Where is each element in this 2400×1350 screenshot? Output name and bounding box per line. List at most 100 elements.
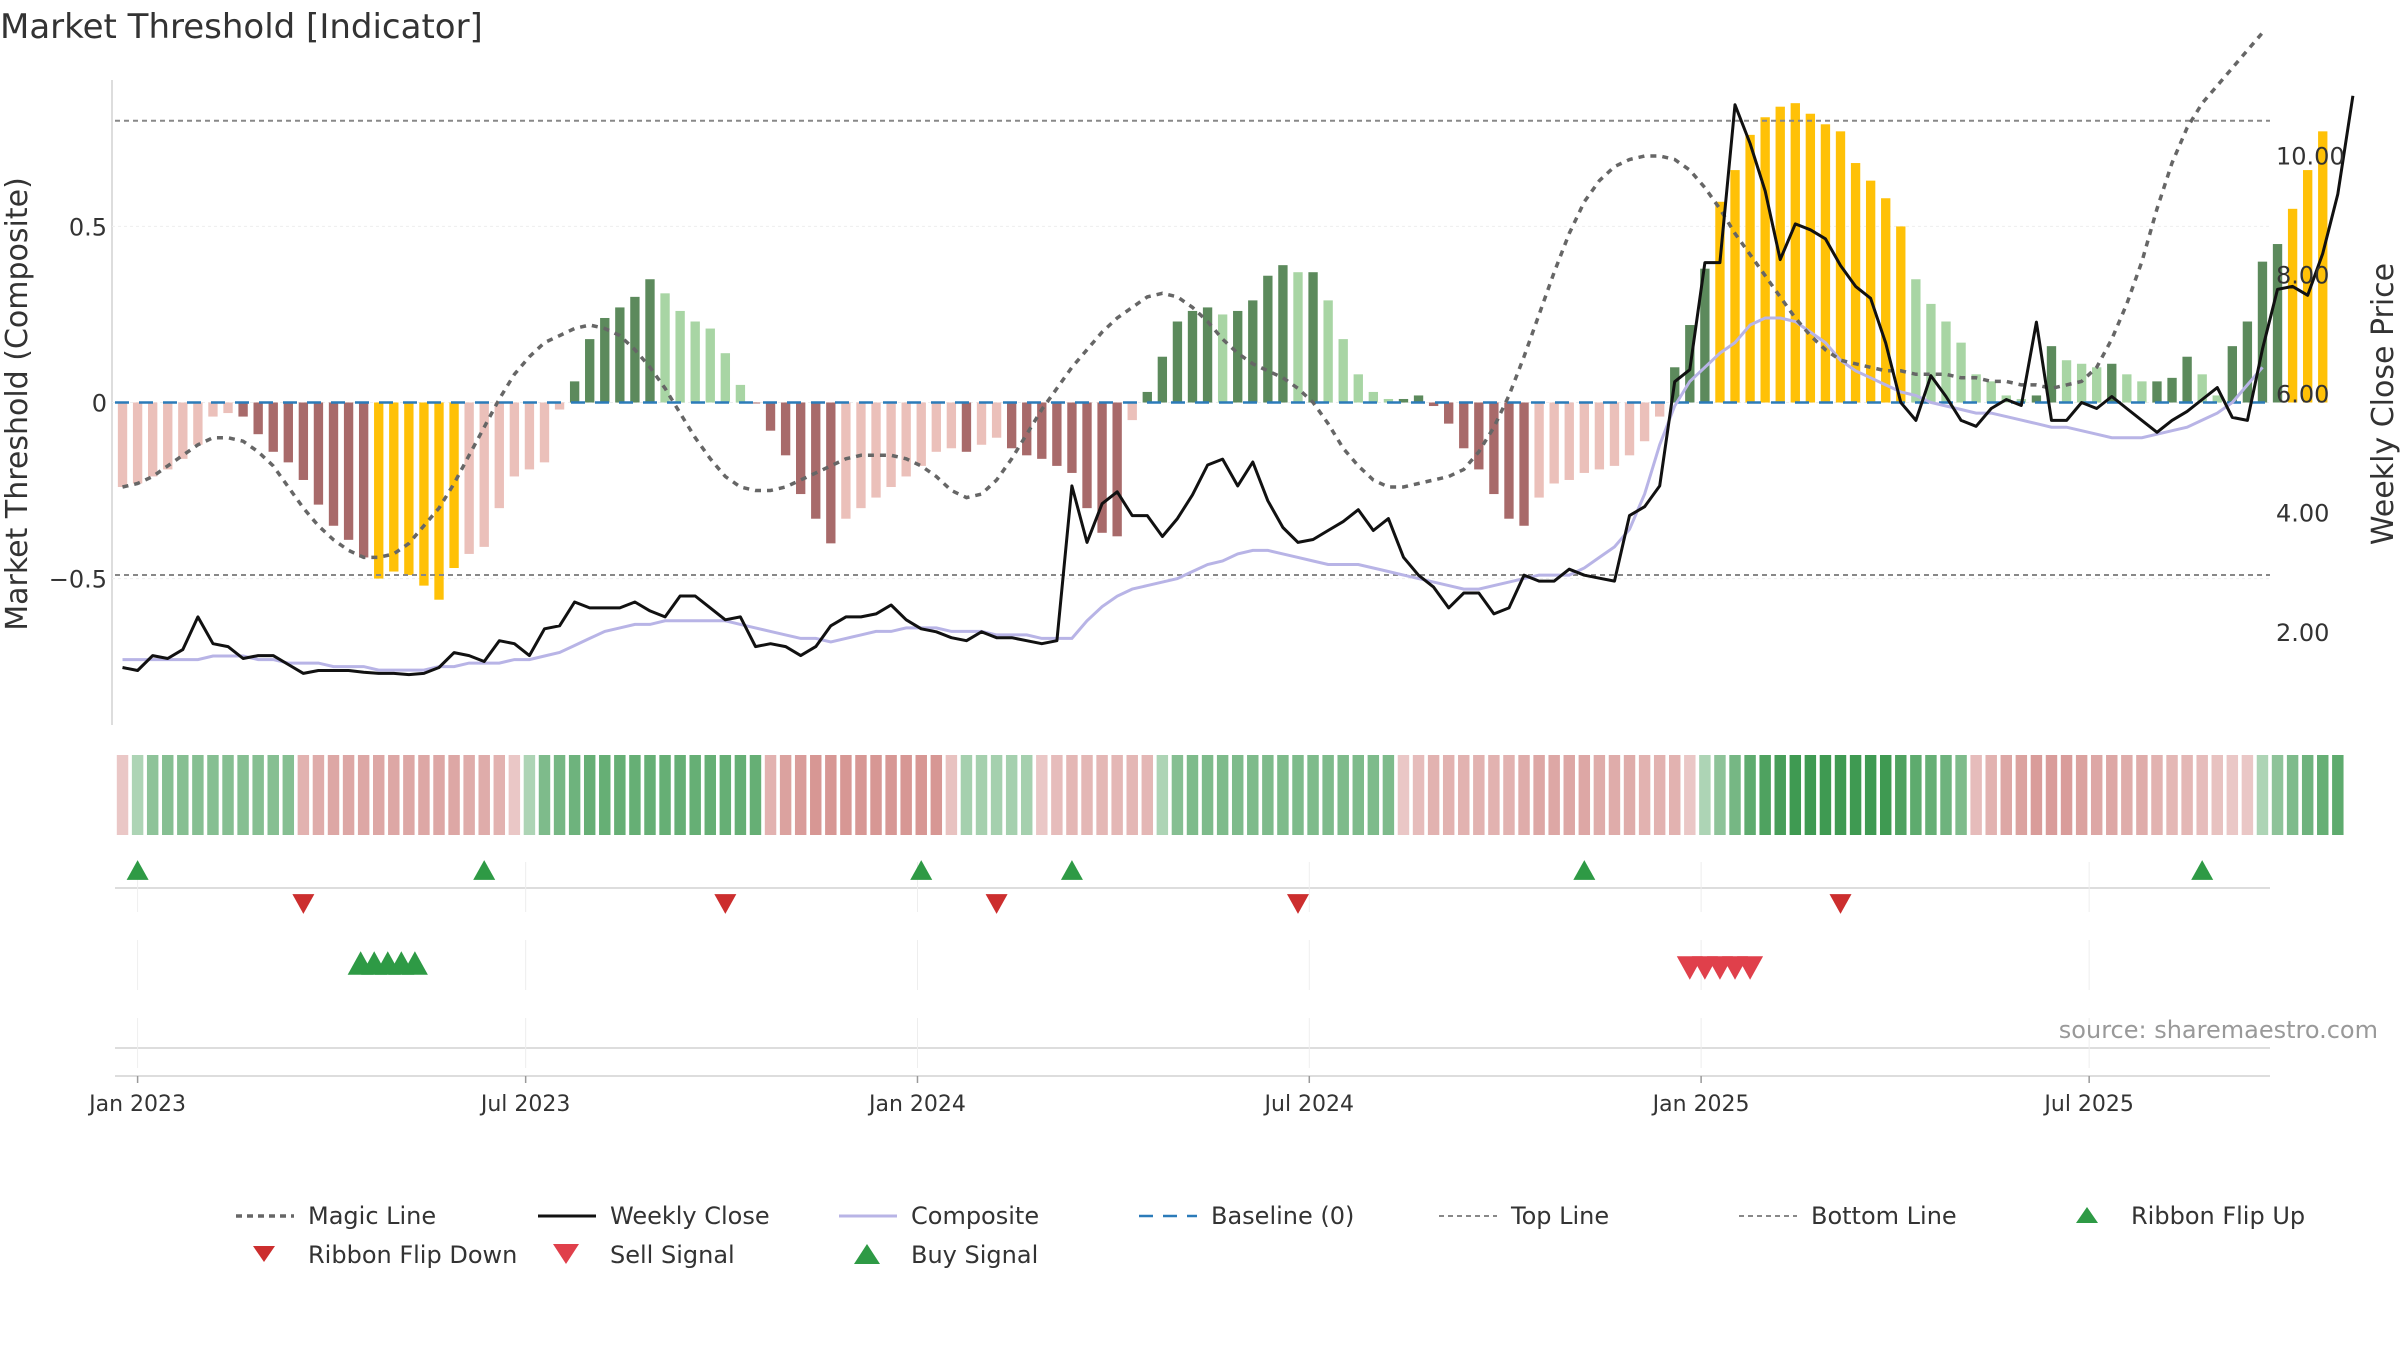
composite-bar	[419, 402, 429, 586]
composite-bar	[464, 402, 474, 554]
ribbon-cell	[1051, 755, 1063, 835]
ribbon-flip-down-marker	[1829, 894, 1852, 914]
composite-bar	[132, 402, 143, 484]
composite-bar	[1519, 402, 1529, 526]
y-axis-right-label: Weekly Close Price	[2366, 263, 2400, 545]
grid	[111, 80, 2270, 725]
ribbon-cell	[1669, 755, 1681, 835]
sell-signal-marker	[1737, 956, 1764, 980]
composite-bar	[1700, 268, 1710, 403]
ribbon-cell	[1699, 755, 1711, 835]
composite-bar	[1624, 402, 1635, 456]
composite-bar	[720, 353, 731, 403]
composite-bar	[585, 339, 595, 403]
ribbon-cell	[1879, 755, 1892, 835]
ribbon-cell	[2286, 755, 2299, 835]
ribbon-cell	[478, 755, 490, 835]
ribbon-cell	[177, 755, 189, 835]
ribbon-cell	[1262, 755, 1274, 835]
composite-bar	[735, 384, 746, 403]
ribbon-cell	[553, 755, 566, 835]
ribbon-cell	[1819, 755, 1832, 835]
ribbon-cell	[2271, 755, 2284, 835]
composite-bar	[1112, 402, 1122, 537]
ribbon-cell	[885, 755, 897, 835]
ribbon-cell	[2241, 755, 2254, 835]
y-tick-left: −0.5	[49, 566, 107, 594]
y-tick-right: 4.00	[2276, 500, 2329, 528]
composite-bar	[1022, 402, 1032, 456]
composite-bar	[1504, 402, 1514, 519]
legend: Magic Line Weekly Close Composite Baseline …	[236, 1202, 2305, 1269]
ribbon-cell	[1774, 755, 1786, 835]
composite-bar	[404, 402, 414, 576]
composite-bar	[2152, 381, 2162, 403]
ribbon-cell	[297, 755, 310, 835]
ribbon-cell	[508, 755, 521, 835]
ribbon-cell	[779, 755, 792, 835]
ribbon-cell	[704, 755, 716, 835]
ribbon-cell	[1684, 755, 1696, 835]
composite-bar	[886, 402, 896, 488]
y-tick-left: 0.5	[69, 213, 107, 241]
ribbon-cell	[659, 755, 671, 835]
ribbon-cell	[463, 755, 475, 835]
ribbon-cell	[1231, 755, 1244, 835]
composite-bar	[1715, 201, 1725, 403]
x-tick-label: Jul 2025	[2042, 1092, 2134, 1117]
ribbon-cell	[1593, 755, 1606, 835]
composite-bar	[1428, 402, 1439, 407]
composite-bar	[1233, 310, 1243, 403]
composite-bar	[1805, 113, 1816, 403]
ribbon-cell	[207, 755, 219, 835]
x-tick-label: Jul 2024	[1263, 1092, 1355, 1117]
composite-bar	[1067, 402, 1077, 473]
ribbon-cell	[523, 755, 536, 835]
composite-bar	[1639, 402, 1650, 442]
composite-bar	[449, 402, 459, 569]
legend-label-baseline: Baseline (0)	[1211, 1202, 1354, 1230]
legend-item-composite: Composite	[839, 1202, 1039, 1230]
ribbon-cell	[2000, 755, 2013, 835]
composite-bar	[193, 402, 203, 445]
composite-bar	[117, 402, 128, 488]
ribbon-cell	[1036, 755, 1048, 835]
ribbon-cell	[2332, 755, 2344, 835]
ribbon-cell	[1488, 755, 1500, 835]
magic-line	[122, 31, 2264, 560]
composite-bar	[976, 402, 987, 445]
legend-label-sell: Sell Signal	[610, 1241, 735, 1269]
legend-item-top: Top Line	[1439, 1202, 1609, 1230]
ribbon-cell	[1849, 755, 1862, 835]
ribbon-cell	[2015, 755, 2028, 835]
ribbon-flip-up-marker	[2191, 860, 2214, 880]
ribbon-cell	[192, 755, 204, 835]
composite-bar	[1790, 103, 1800, 403]
composite-bar	[554, 402, 565, 410]
y-tick-right: 6.00	[2276, 381, 2329, 409]
ribbon-flip-down-marker	[1286, 894, 1309, 914]
ribbon-cell	[1834, 755, 1847, 835]
composite-bar	[1097, 402, 1107, 533]
ribbon-cell	[162, 755, 174, 835]
ribbon-flip-down-marker	[985, 894, 1008, 914]
ribbon-cell	[644, 755, 656, 835]
composite-bar	[2031, 395, 2042, 403]
composite-bar	[2182, 356, 2192, 403]
ribbon-cell	[749, 755, 762, 835]
composite-bar	[946, 402, 957, 449]
signal-ribbon	[116, 755, 2344, 835]
composite-bar	[494, 402, 504, 509]
ribbon-cell	[1759, 755, 1771, 835]
x-tick-label: Jan 2025	[1651, 1092, 1750, 1117]
composite-bar	[1338, 339, 1348, 403]
ribbon-cell	[1789, 755, 1802, 835]
composite-bar	[253, 402, 263, 435]
composite-bar	[2227, 346, 2237, 403]
ribbon-cell	[990, 755, 1003, 835]
composite-bar	[1444, 402, 1454, 424]
composite-bar	[1052, 402, 1062, 466]
ribbon-cell	[1970, 755, 1982, 835]
ribbon-cell	[1744, 755, 1756, 835]
composite-bar	[705, 328, 715, 403]
